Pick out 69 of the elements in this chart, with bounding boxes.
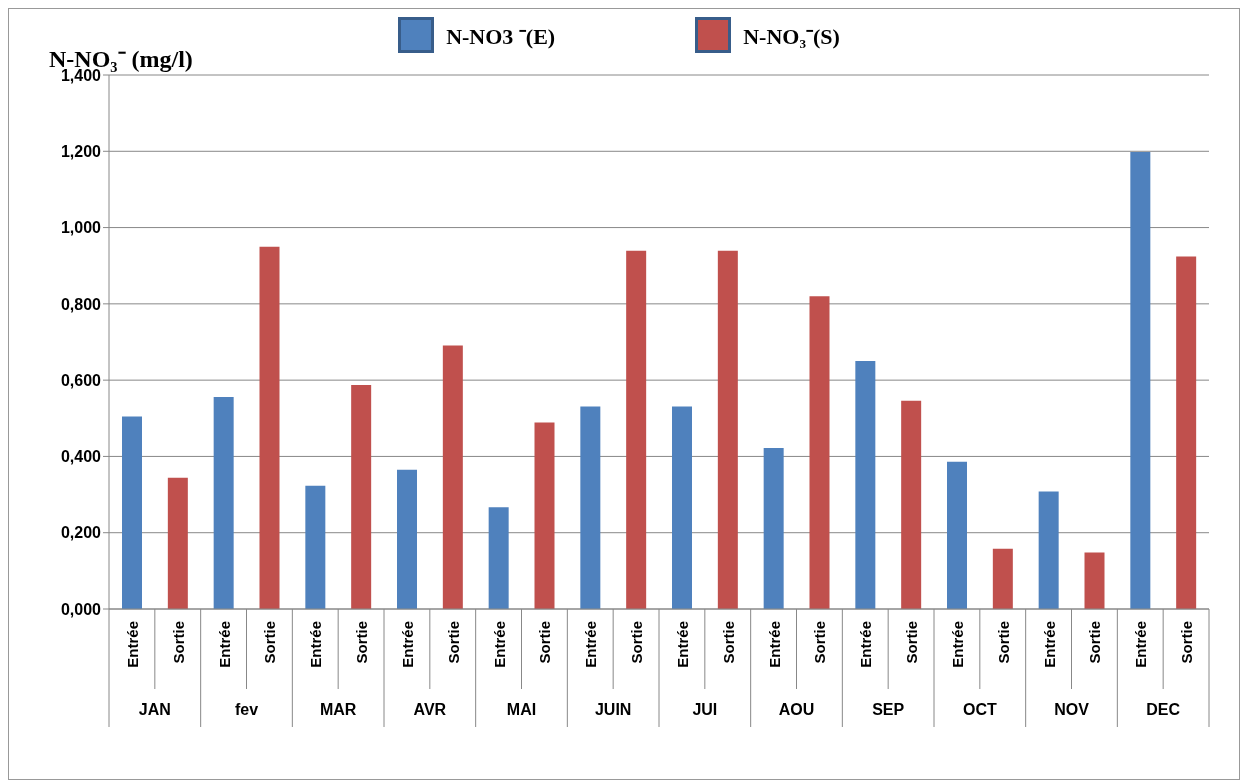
text: Entrée [948, 621, 966, 668]
y-tick-label: 0,200 [60, 524, 102, 542]
x-tick-label: JUI [692, 701, 718, 718]
text: Entrée [490, 621, 508, 668]
text: Entrée [123, 621, 141, 668]
bar [122, 416, 142, 609]
x-tick-label: MAI [506, 701, 537, 718]
y-tick-label: 1,000 [60, 219, 102, 237]
text: Entrée [1040, 621, 1058, 668]
bar [1084, 552, 1105, 609]
bar [488, 507, 509, 609]
text: Entrée [215, 621, 233, 668]
y-tick-label: 0,400 [60, 448, 102, 466]
x-tick-label: DEC [1146, 701, 1181, 718]
bar [351, 385, 372, 609]
text: Entrée [307, 621, 325, 668]
x-tick-label: SEP [872, 701, 905, 718]
x-tick-label: JUIN [594, 701, 632, 718]
text: Sortie [1178, 621, 1196, 664]
text: Sortie [994, 621, 1012, 664]
bar [717, 250, 738, 609]
bar [442, 345, 463, 609]
bar [855, 361, 876, 609]
text: Sortie [903, 621, 921, 664]
text: Entrée [398, 621, 416, 668]
y-tick-label: 0,800 [60, 295, 102, 313]
text: Entrée [1132, 621, 1150, 668]
text: Sortie [719, 621, 737, 664]
bar [213, 396, 234, 609]
bar [626, 250, 647, 609]
y-tick-label: 0,000 [60, 600, 102, 618]
bar [901, 400, 922, 609]
bar [534, 422, 555, 609]
y-tick-label: 1,200 [60, 142, 102, 160]
legend-label: N-NO3 ⁻(E) [446, 23, 556, 50]
bar [763, 448, 784, 609]
bar [259, 246, 280, 609]
text: Entrée [582, 621, 600, 668]
bar [167, 477, 188, 609]
text: Sortie [1086, 621, 1104, 664]
text: Sortie [444, 621, 462, 664]
bar [305, 485, 326, 609]
bar [1038, 491, 1059, 609]
x-tick-label: OCT [962, 701, 997, 718]
bar [809, 296, 830, 609]
text: Entrée [857, 621, 875, 668]
bar [1176, 256, 1197, 609]
text: Sortie [811, 621, 829, 664]
text: Sortie [536, 621, 554, 664]
y-tick-label: 0,600 [60, 371, 102, 389]
x-tick-label: JAN [138, 701, 171, 718]
legend-label: N-NO₃⁻(S) [743, 23, 840, 50]
bar [672, 406, 692, 609]
text: Entrée [765, 621, 783, 668]
bar [947, 461, 967, 609]
bar [580, 406, 601, 609]
text: Sortie [353, 621, 371, 664]
text: Entrée [673, 621, 691, 668]
text: Sortie [169, 621, 187, 664]
x-tick-label: AOU [778, 701, 815, 718]
bar [397, 469, 417, 609]
text: Sortie [628, 621, 646, 664]
bar [992, 548, 1013, 609]
x-tick-label: MAR [319, 701, 357, 718]
text: Sortie [261, 621, 279, 664]
x-tick-label: NOV [1054, 701, 1090, 718]
x-tick-label: AVR [413, 701, 447, 718]
x-tick-label: fev [234, 701, 259, 718]
bar [1130, 152, 1151, 609]
